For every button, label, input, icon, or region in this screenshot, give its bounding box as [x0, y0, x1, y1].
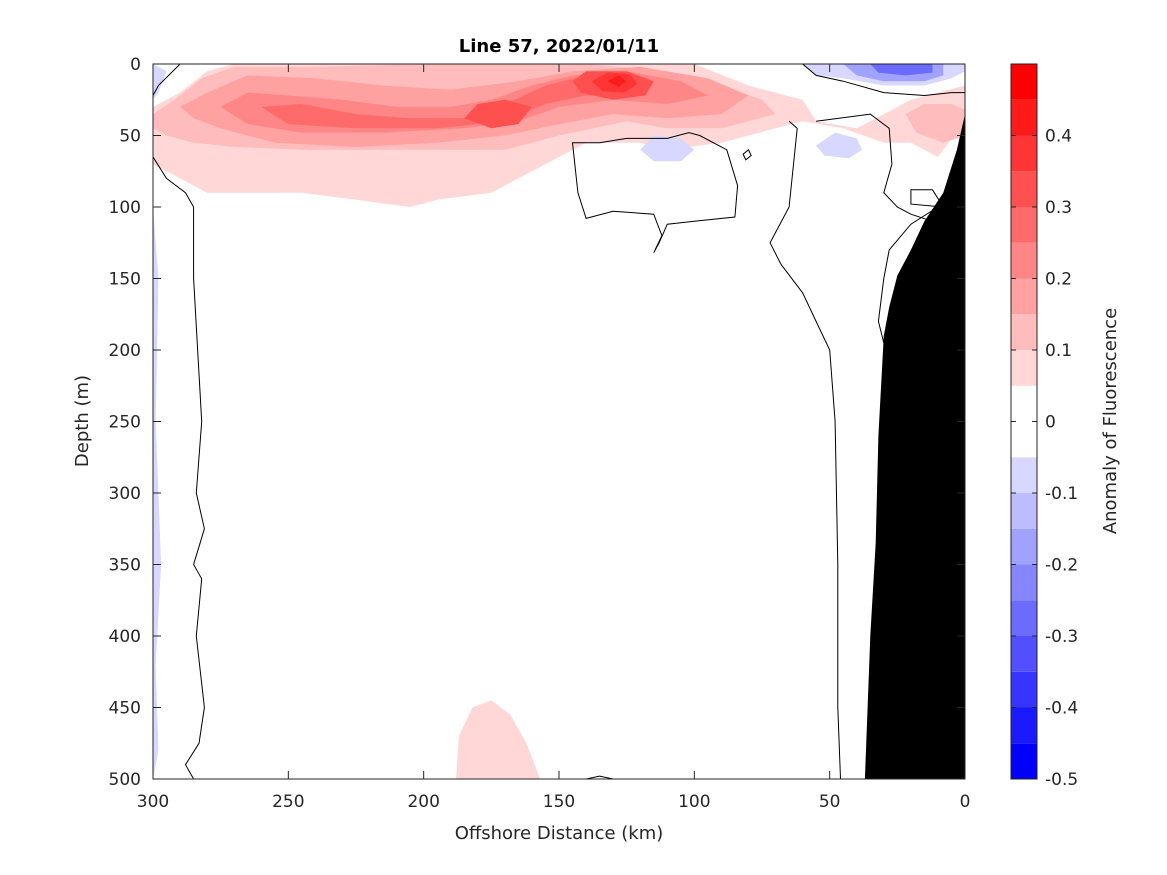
colorbar-swatch [1011, 743, 1037, 779]
colorbar-tick-label: -0.3 [1045, 627, 1078, 647]
contour-region-band-0.42-core [607, 75, 627, 87]
colorbar-swatch [1011, 242, 1037, 279]
zero-contour-line-zero-contour-eastern [802, 64, 965, 97]
colorbar-swatch [1011, 278, 1037, 315]
colorbar-swatch [1011, 135, 1037, 172]
x-tick-label: 100 [678, 792, 710, 812]
colorbar-swatch [1011, 171, 1037, 207]
colorbar-tick-label: -0.4 [1045, 699, 1078, 719]
colorbar-swatch [1011, 636, 1037, 672]
x-tick-label: 0 [960, 792, 971, 812]
colorbar-tick-label: -0.1 [1045, 484, 1078, 504]
contour-region-negative-pocket-2 [816, 132, 863, 159]
x-tick-label: 50 [819, 792, 841, 812]
contour-region-west-edge-negative [153, 64, 167, 100]
zero-contour-line-zero-contour-west-deep [153, 156, 205, 779]
colorbar-swatch [1011, 528, 1037, 565]
colorbar-swatch [1011, 207, 1037, 243]
colorbar-label: Anomaly of Fluorescence [1100, 308, 1121, 534]
colorbar-swatch [1011, 314, 1037, 350]
contour-region-band-0.27 [261, 75, 654, 129]
zero-contour-line-zero-contour-eastern-deep [769, 120, 841, 779]
y-tick-label: 450 [109, 699, 141, 719]
x-tick-label: 300 [137, 792, 169, 812]
y-axis-label: Depth (m) [72, 375, 93, 467]
y-tick-label: 50 [119, 127, 141, 147]
colorbar-swatch [1011, 600, 1037, 636]
colorbar-swatch [1011, 64, 1037, 100]
colorbar-swatch [1011, 493, 1037, 529]
colorbar-swatch [1011, 457, 1037, 493]
y-tick-label: 200 [109, 341, 141, 361]
contour-region-band-0.32 [464, 99, 532, 129]
zero-contour-line-zero-contour-bottom [585, 775, 614, 779]
y-tick-label: 350 [109, 556, 141, 576]
plot-area [153, 64, 965, 779]
zero-contour-line-zero-contour-tiny [742, 149, 752, 161]
y-tick-label: 0 [130, 55, 141, 75]
y-tick-label: 100 [109, 198, 141, 218]
y-tick-label: 300 [109, 484, 141, 504]
colorbar-swatch [1011, 99, 1037, 136]
x-tick-label: 150 [543, 792, 575, 812]
x-tick-label: 250 [272, 792, 304, 812]
colorbar-tick-label: -0.5 [1045, 770, 1078, 790]
y-tick-label: 150 [109, 270, 141, 290]
zero-contour-line-zero-contour-west [153, 64, 181, 96]
colorbar-swatch [1011, 564, 1037, 601]
colorbar-tick-label: 0 [1045, 413, 1056, 433]
contour-region-negative-pocket-1 [640, 135, 695, 162]
land-mask-continental-shelf [864, 114, 965, 779]
y-tick-label: 500 [109, 770, 141, 790]
contour-region-nearshore-negative-deep [870, 64, 933, 76]
x-tick-label: 200 [407, 792, 439, 812]
colorbar-swatch [1011, 707, 1037, 744]
contour-region-deep-positive-patch [456, 700, 541, 779]
colorbar-swatch [1011, 421, 1037, 458]
colorbar-tick-label: 0.1 [1045, 341, 1072, 361]
colorbar-tick-label: -0.2 [1045, 556, 1078, 576]
colorbar-swatch [1011, 350, 1037, 386]
colorbar: -0.5 -0.4 -0.3 -0.2 -0.1 0 0.1 0.2 0.3 0.4 [1010, 63, 1078, 790]
colorbar-tick-label: 0.2 [1045, 270, 1072, 290]
zero-contour-line-zero-contour-mid-pocket [571, 132, 739, 254]
chart-title: Line 57, 2022/01/11 [459, 36, 659, 57]
colorbar-swatch [1011, 671, 1037, 708]
contour-region-east-positive-pocket [905, 104, 965, 143]
colorbar-swatch [1011, 385, 1037, 422]
colorbar-tick-label: 0.4 [1045, 127, 1072, 147]
zero-contour-line-zero-contour-eastern-inner [877, 206, 939, 344]
y-tick-label: 400 [109, 627, 141, 647]
y-tick-label: 250 [109, 413, 141, 433]
x-axis-label: Offshore Distance (km) [455, 823, 664, 844]
colorbar-tick-label: 0.3 [1045, 198, 1072, 218]
axes: 300 250 200 150 100 50 00501001502002503003504… [109, 55, 971, 812]
zero-contour-line-zero-contour-eastern-inner2 [816, 113, 933, 222]
